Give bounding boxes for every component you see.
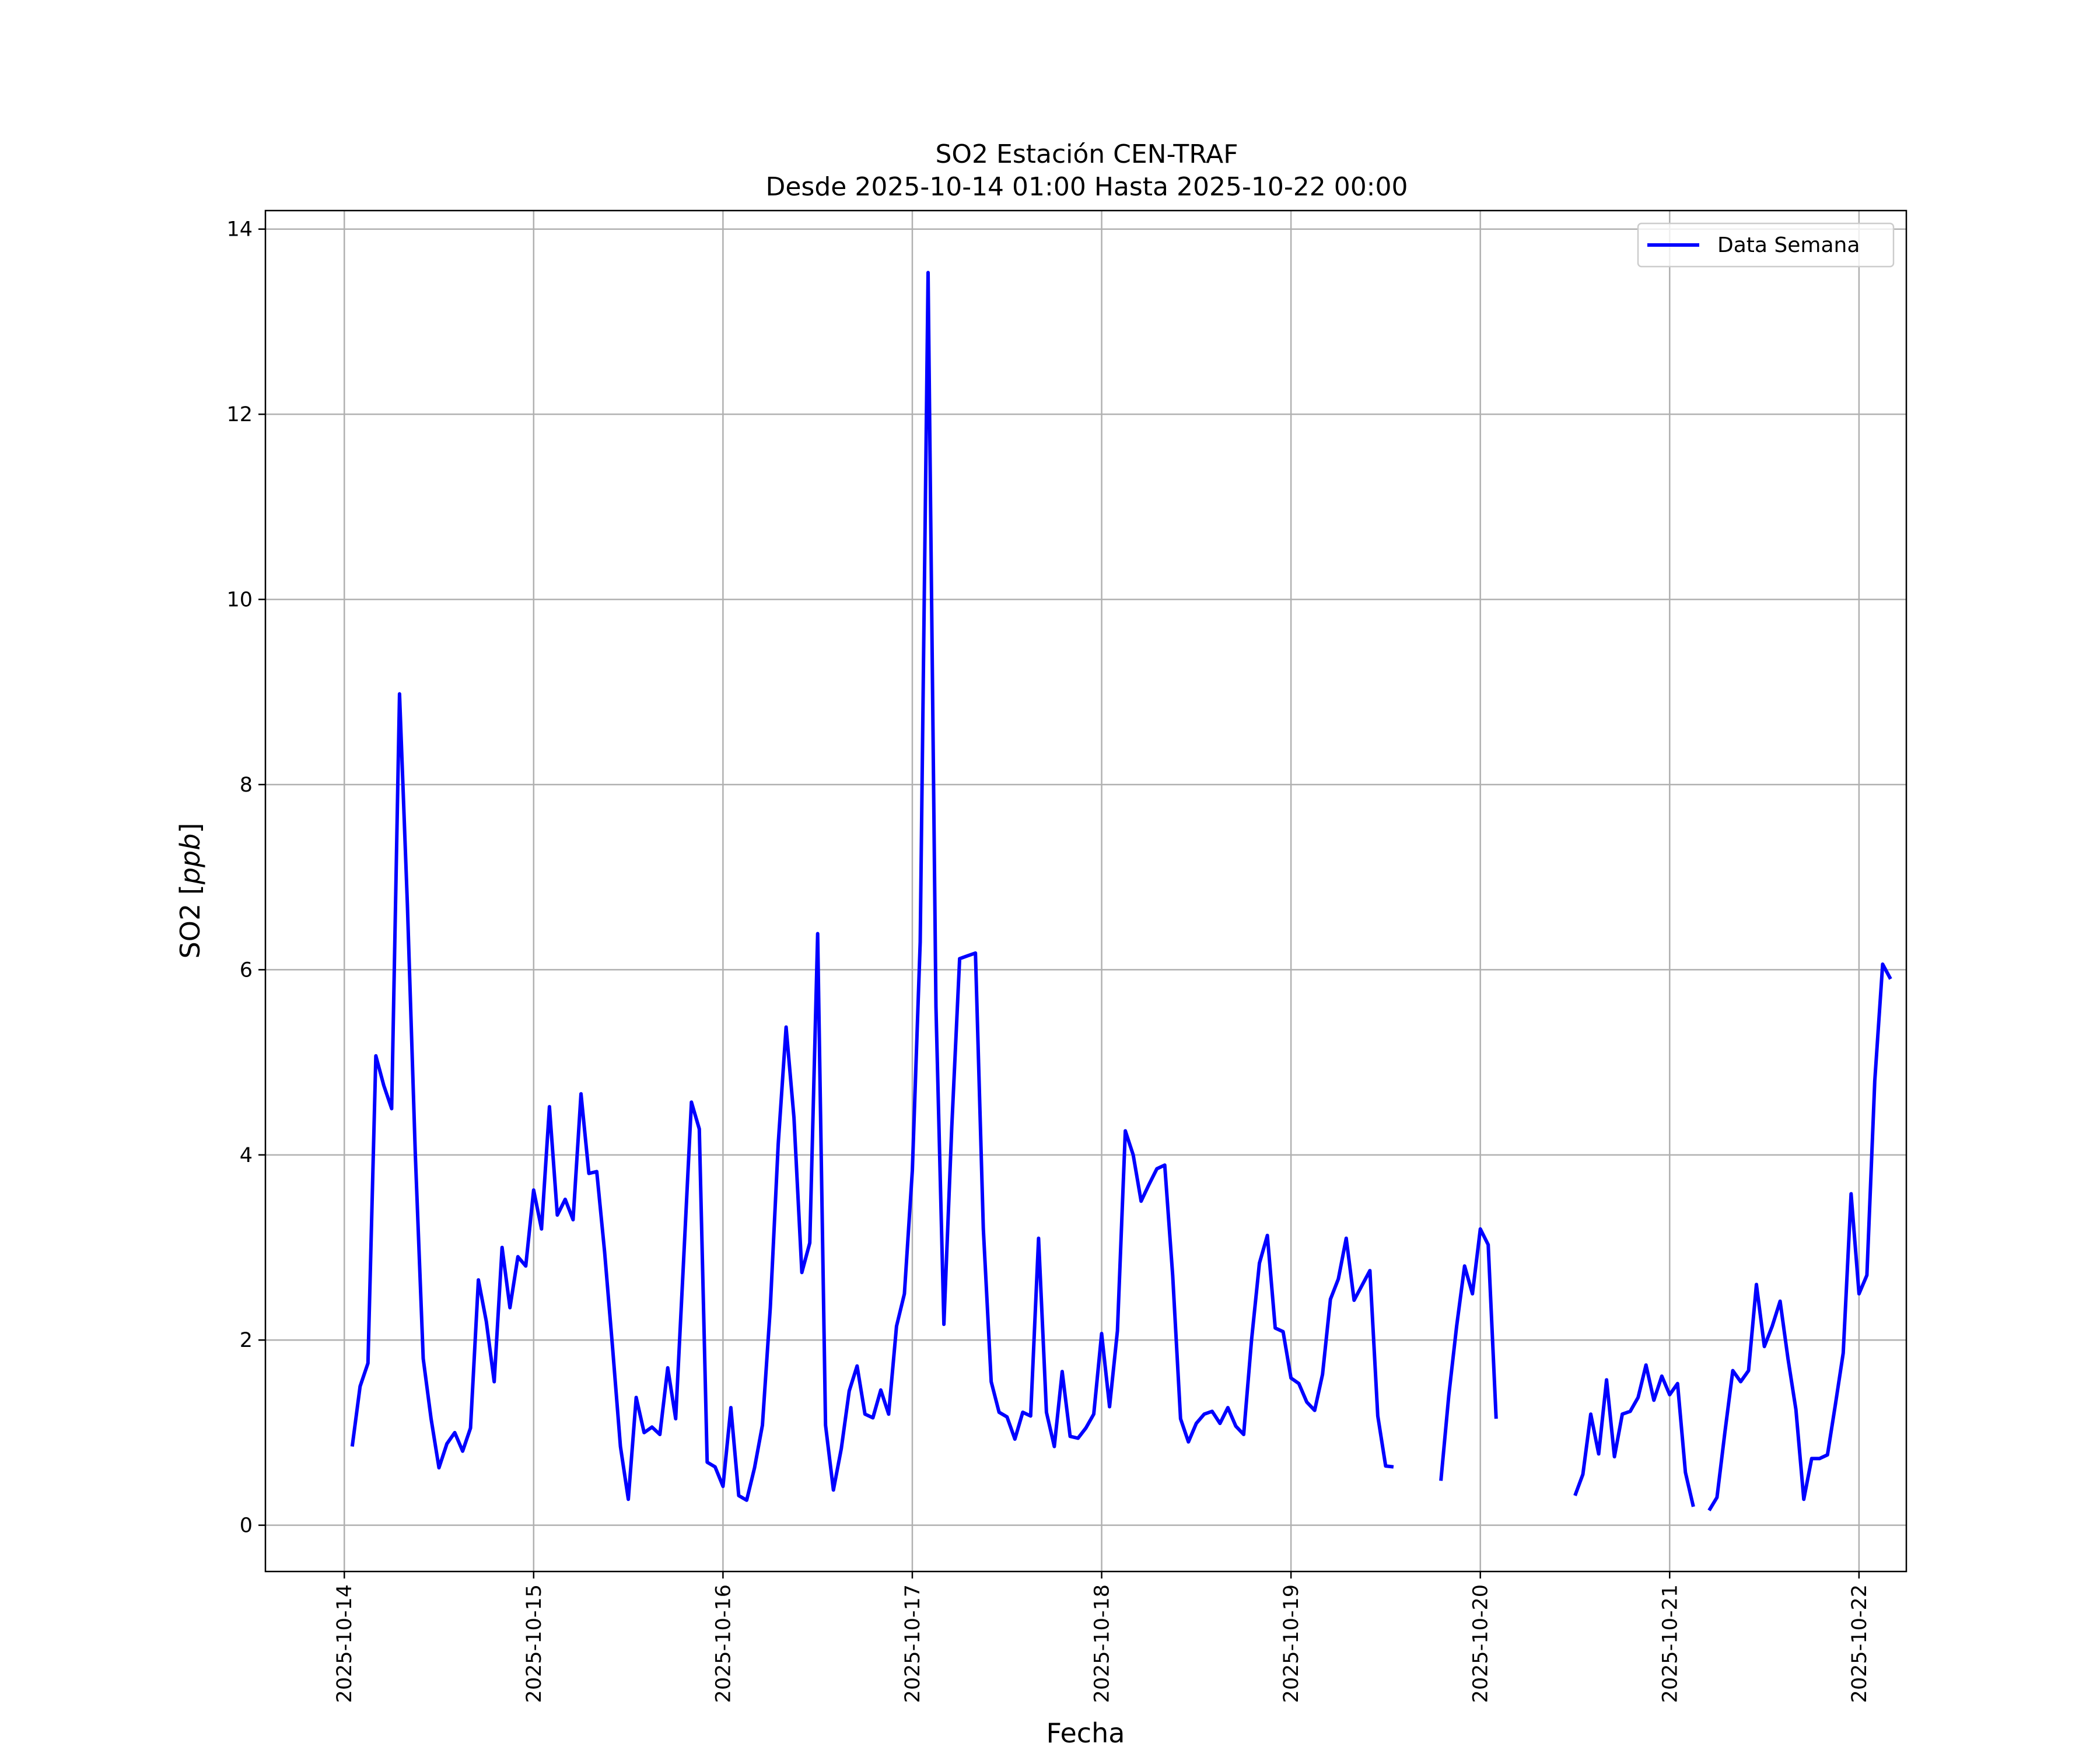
x-tick-label: 2025-10-19 (1280, 1584, 1303, 1703)
legend-label: Data Semana (1717, 233, 1860, 257)
legend-box (1637, 222, 1895, 268)
grid-lines (265, 211, 1906, 1572)
y-tick-label: 14 (226, 218, 253, 242)
x-axis-ticks: 2025-10-14 2025-10-15 2025-10-16 2025-10-17… (333, 1572, 1871, 1703)
y-tick-label: 10 (226, 589, 253, 612)
legend: Data Semana (1637, 222, 1895, 268)
chart-title: SO2 Estación CEN-TRAF (935, 139, 1238, 169)
y-axis-label-unit: ppb (174, 834, 206, 886)
y-tick-label: 8 (240, 774, 253, 797)
x-tick-label: 2025-10-18 (1091, 1584, 1114, 1703)
plot-area-frame (264, 209, 1908, 1573)
x-tick-label: 2025-10-21 (1658, 1584, 1682, 1703)
x-axis-label: Fecha (1046, 1717, 1125, 1749)
series-line-data-semana (350, 271, 1892, 1511)
series-lines (350, 271, 1892, 1511)
y-tick-label: 12 (226, 403, 253, 426)
y-axis-label-suffix: ] (174, 823, 206, 834)
x-tick-label: 2025-10-16 (712, 1584, 735, 1703)
x-tick-label: 2025-10-22 (1848, 1584, 1871, 1703)
y-tick-label: 4 (240, 1144, 253, 1167)
y-axis-label: SO2 [ppb] (174, 823, 206, 959)
x-tick-label: 2025-10-20 (1469, 1584, 1493, 1703)
y-tick-label: 6 (240, 958, 253, 982)
y-axis-label-prefix: SO2 [ (174, 884, 206, 958)
x-tick-label: 2025-10-17 (901, 1584, 925, 1703)
chart-subtitle: Desde 2025-10-14 01:00 Hasta 2025-10-22 … (765, 172, 1408, 202)
x-tick-label: 2025-10-15 (523, 1584, 546, 1703)
y-tick-label: 2 (240, 1329, 253, 1352)
y-axis-ticks: 0 2 4 6 8 10 12 14 (226, 218, 265, 1538)
x-tick-label: 2025-10-14 (333, 1584, 356, 1703)
y-tick-label: 0 (240, 1514, 253, 1538)
